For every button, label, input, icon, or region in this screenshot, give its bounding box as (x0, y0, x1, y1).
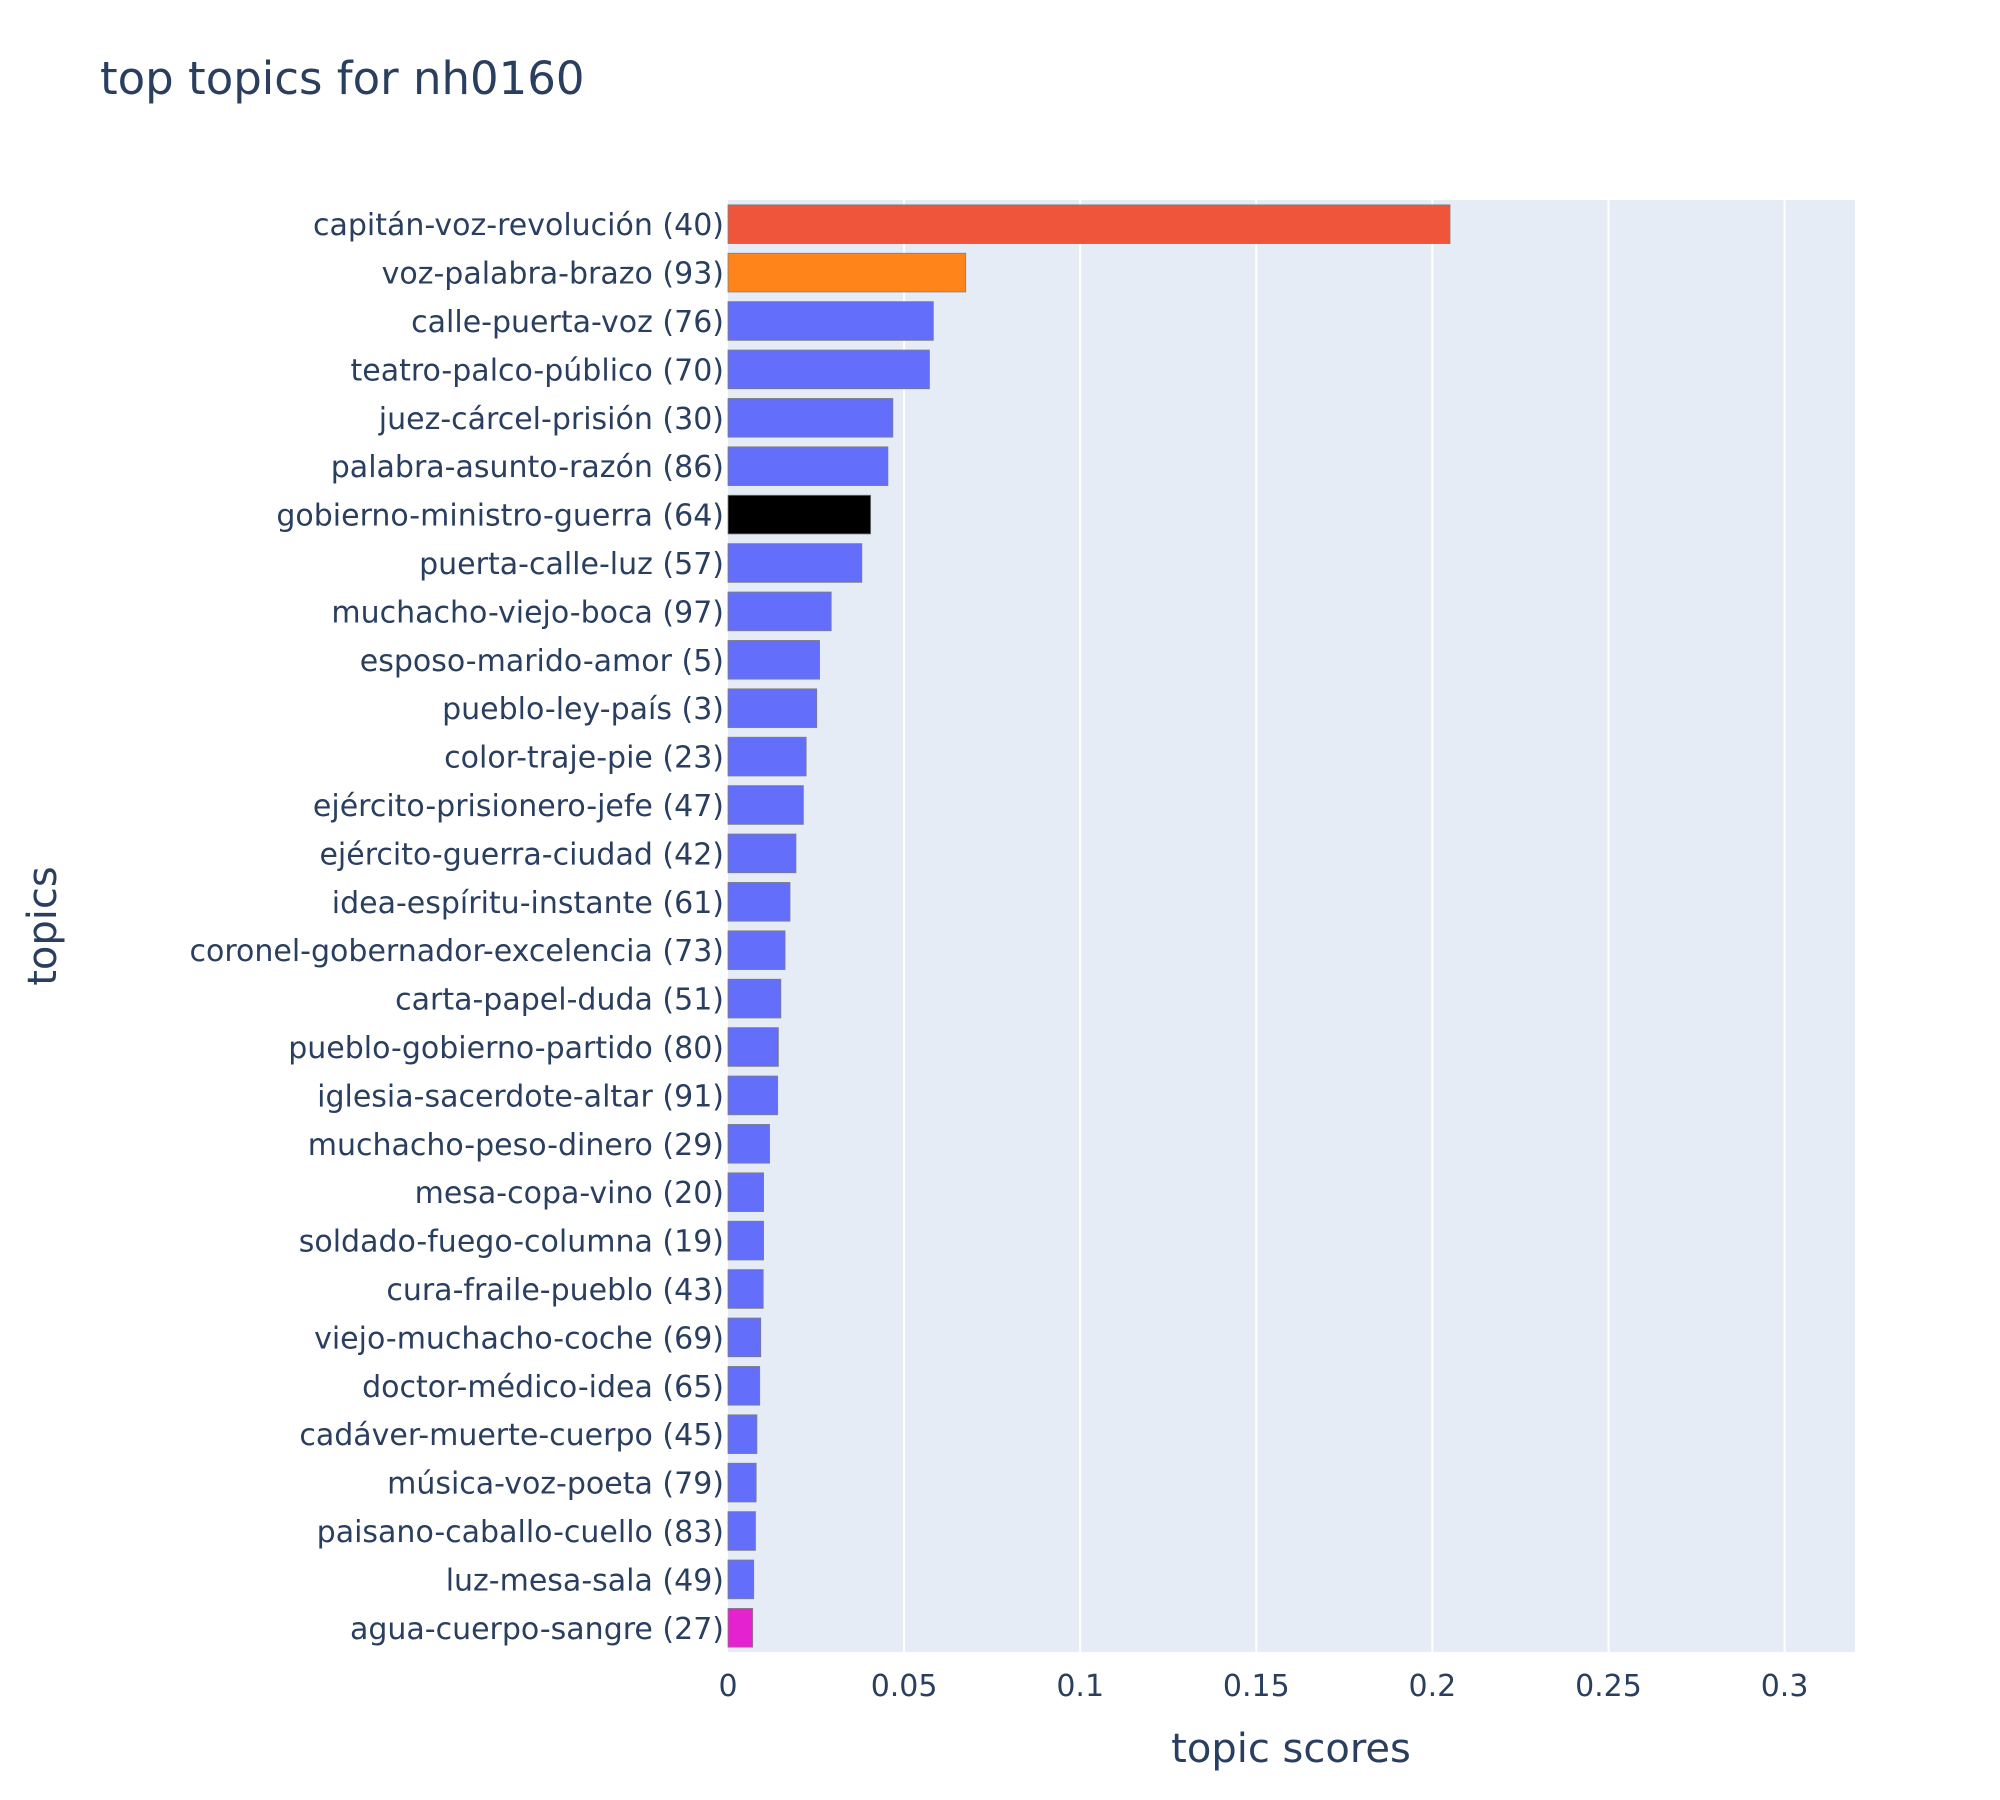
y-tick-label: cura-fraile-pueblo (43) (386, 1273, 724, 1308)
bar (727, 1414, 758, 1454)
y-tick-label: ejército-guerra-ciudad (42) (319, 837, 724, 872)
y-tick-label: muchacho-viejo-boca (97) (331, 595, 724, 630)
y-axis-title: topics (20, 866, 66, 986)
bar (727, 301, 934, 341)
x-tick-label: 0.05 (871, 1669, 938, 1704)
bar (727, 252, 967, 293)
y-tick-label: ejército-prisionero-jefe (47) (313, 789, 724, 824)
bar (727, 1608, 754, 1648)
x-tick-label: 0.15 (1223, 1669, 1290, 1704)
y-tick-label: paisano-caballo-cuello (83) (317, 1515, 724, 1550)
bar (727, 882, 791, 922)
y-tick-label: juez-cárcel-prisión (30) (378, 402, 724, 437)
y-tick-label: palabra-asunto-razón (86) (331, 450, 724, 485)
y-tick-label: muchacho-peso-dinero (29) (308, 1128, 724, 1163)
y-tick-label: idea-espíritu-instante (61) (332, 886, 724, 921)
y-tick-label: soldado-fuego-columna (19) (299, 1225, 724, 1260)
y-tick-label: gobierno-ministro-guerra (64) (276, 499, 724, 534)
bar (727, 1559, 755, 1600)
bar (727, 785, 804, 825)
bar (727, 543, 863, 583)
y-axis-tick-labels: capitán-voz-revolución (40) voz-palabra-b… (190, 208, 725, 1647)
y-tick-label: agua-cuerpo-sangre (27) (350, 1612, 724, 1647)
x-axis-title: topic scores (1171, 1726, 1411, 1772)
bar (727, 446, 889, 486)
y-tick-label: calle-puerta-voz (76) (411, 305, 724, 340)
bar (727, 204, 1451, 244)
x-tick-label: 0 (718, 1669, 737, 1704)
bar (727, 978, 782, 1019)
y-tick-label: doctor-médico-idea (65) (362, 1370, 724, 1405)
y-tick-label: viejo-muchacho-coche (69) (314, 1321, 724, 1356)
bar (727, 1317, 762, 1358)
y-tick-label: puerta-calle-luz (57) (419, 547, 724, 582)
x-tick-label: 0.25 (1575, 1669, 1642, 1704)
y-tick-label: mesa-copa-vino (20) (415, 1176, 724, 1211)
bar (727, 1366, 761, 1406)
gridlines (903, 200, 1786, 1652)
bar (727, 688, 818, 728)
bar (727, 1027, 779, 1067)
y-tick-label: color-traje-pie (23) (444, 741, 724, 776)
bar (727, 736, 807, 777)
y-tick-label: música-voz-poeta (79) (387, 1467, 724, 1502)
bar (727, 640, 820, 680)
bar (727, 1075, 779, 1116)
bar (727, 1462, 757, 1503)
plot-area (728, 200, 1855, 1652)
x-tick-label: 0.2 (1409, 1669, 1457, 1704)
y-tick-label: pueblo-gobierno-partido (80) (288, 1031, 724, 1066)
bars (727, 204, 1451, 1648)
y-tick-label: iglesia-sacerdote-altar (91) (317, 1079, 724, 1114)
y-tick-label: carta-papel-duda (51) (395, 983, 724, 1018)
bar (727, 398, 894, 438)
bar (727, 1511, 756, 1551)
bar (727, 1124, 770, 1164)
x-tick-label: 0.3 (1761, 1669, 1809, 1704)
chart-title: top topics for nh0160 (100, 52, 585, 105)
y-tick-label: capitán-voz-revolución (40) (313, 208, 724, 243)
bar (727, 1220, 764, 1261)
y-tick-label: pueblo-ley-país (3) (442, 692, 724, 727)
y-tick-label: teatro-palco-público (70) (350, 353, 724, 388)
bar (727, 494, 872, 535)
bar (727, 1269, 764, 1309)
y-tick-label: cadáver-muerte-cuerpo (45) (299, 1418, 724, 1453)
y-tick-label: luz-mesa-sala (49) (446, 1563, 724, 1598)
bar (727, 833, 797, 874)
x-tick-label: 0.1 (1056, 1669, 1104, 1704)
bar (727, 591, 832, 632)
y-tick-label: esposo-marido-amor (5) (360, 644, 724, 679)
y-tick-label: voz-palabra-brazo (93) (382, 257, 724, 292)
bar (727, 1172, 764, 1212)
x-axis-tick-labels: 0 0.05 0.1 0.15 0.2 0.25 0.3 (718, 1669, 1808, 1704)
bar (727, 930, 786, 970)
y-tick-label: coronel-gobernador-excelencia (73) (190, 934, 725, 969)
bar (727, 349, 930, 390)
